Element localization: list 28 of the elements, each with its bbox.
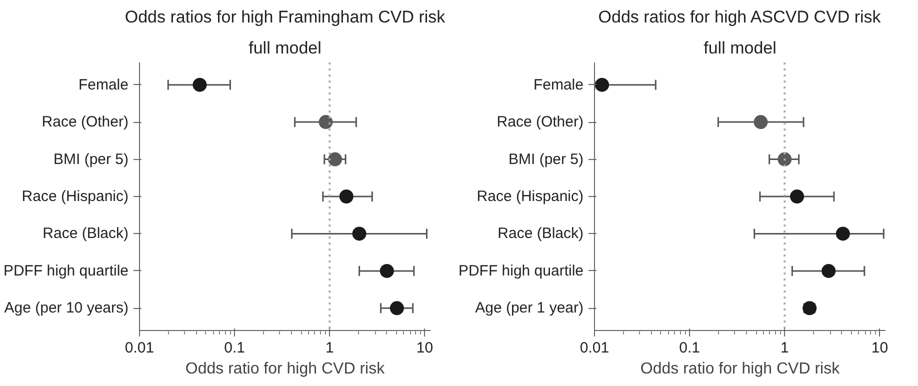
y-tick-label: Age (per 10 years) (4, 300, 129, 317)
y-tick-label: Race (Hispanic) (476, 188, 584, 205)
x-tick-label: 1 (325, 340, 334, 356)
y-tick-label: Female (78, 76, 129, 94)
x-tick-label: 10 (871, 340, 888, 356)
y-tick-label: Race (Other) (42, 114, 129, 131)
y-tick-label: Female (533, 76, 584, 94)
y-tick-label: Race (Black) (42, 225, 129, 242)
x-tick-label: 0.1 (224, 340, 246, 356)
y-tick-label: BMI (per 5) (53, 150, 129, 168)
chart-title: Odds ratios for high Framingham CVD risk (124, 8, 446, 26)
x-tick-label: 1 (780, 340, 789, 356)
y-tick-label: Race (Hispanic) (22, 188, 129, 205)
x-tick-label: 0.1 (679, 340, 700, 356)
x-axis-title: Odds ratio for high CVD risk (185, 360, 386, 378)
y-tick-label: BMI (per 5) (508, 150, 584, 168)
y-tick-label: PDFF high quartile (458, 262, 584, 280)
chart-subtitle: full model (704, 38, 776, 58)
chart-title: Odds ratios for high ASCVD CVD risk (598, 8, 882, 26)
x-tick-label: 10 (416, 340, 434, 356)
y-tick-label: Race (Black) (498, 225, 584, 242)
x-tick-label: 0.01 (580, 340, 610, 356)
x-axis-title: Odds ratio for high CVD risk (640, 360, 841, 378)
x-tick-label: 0.01 (124, 340, 154, 356)
y-tick-label: PDFF high quartile (3, 262, 129, 280)
chart-subtitle: full model (248, 38, 322, 58)
y-tick-label: Age (per 1 year) (475, 300, 584, 317)
y-tick-label: Race (Other) (496, 114, 584, 131)
